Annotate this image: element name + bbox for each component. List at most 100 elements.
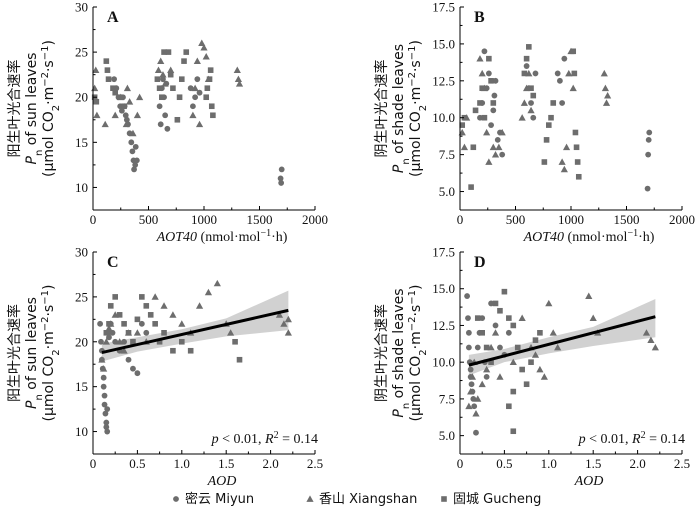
circle-point	[483, 373, 490, 380]
y-tick-label: 25	[75, 45, 88, 60]
triangle-point	[178, 320, 186, 327]
circle-point	[465, 329, 472, 336]
triangle-point	[468, 373, 477, 380]
circle-point	[109, 329, 116, 336]
circle-point	[164, 125, 171, 132]
circle-point	[138, 320, 145, 327]
triangle-point	[92, 66, 100, 74]
square-point	[161, 49, 167, 55]
y-tick-label: 15.0	[432, 281, 455, 296]
triangle-point	[509, 358, 517, 366]
circle-point	[132, 143, 139, 150]
stats-annotation: p < 0.01, R2 = 0.14	[211, 430, 318, 448]
circle-point	[644, 185, 651, 192]
square-point	[154, 76, 161, 82]
square-point	[105, 76, 112, 82]
square-point	[112, 294, 118, 300]
triangle-point	[549, 329, 557, 336]
square-point	[183, 49, 190, 55]
triangle-point	[520, 99, 528, 106]
circle-point	[101, 401, 108, 408]
x-tick-label: 2.5	[674, 456, 690, 471]
legend-label: 固城 Gucheng	[453, 492, 541, 507]
square-point	[116, 94, 123, 101]
square-point	[488, 359, 494, 365]
circle-point	[133, 157, 140, 164]
square-point	[165, 49, 172, 55]
square-point	[506, 315, 512, 321]
circle-point	[523, 63, 530, 69]
y-axis-label-line: Pn of shade leaves	[391, 288, 412, 417]
circle-point	[645, 151, 652, 158]
square-point	[474, 315, 481, 321]
circle-point	[190, 103, 196, 110]
y-axis-label-line: 阳生叶光合速率	[6, 60, 23, 158]
triangle-point	[122, 120, 130, 128]
triangle-point	[467, 387, 475, 395]
circle-point	[530, 114, 537, 121]
circle-point	[132, 161, 139, 168]
triangle-point	[195, 302, 204, 309]
triangle-point	[101, 120, 109, 128]
series-square	[103, 294, 243, 363]
square-point	[472, 107, 479, 114]
legend-label: 密云 Miyun	[185, 491, 254, 507]
triangle-point	[133, 111, 141, 119]
circle-point	[162, 112, 169, 119]
triangle-point	[545, 299, 553, 307]
circle-point	[157, 121, 164, 128]
triangle-point	[116, 338, 124, 345]
circle-point	[130, 365, 136, 372]
circle-point	[477, 114, 483, 121]
triangle-point	[536, 365, 544, 373]
square-point	[541, 159, 548, 165]
triangle-point	[160, 302, 168, 309]
triangle-point	[518, 114, 526, 121]
circle-point	[532, 70, 539, 77]
x-tick-label: 1.5	[218, 456, 234, 471]
x-tick-label: 1.5	[585, 456, 601, 471]
series-triangle	[91, 39, 244, 137]
circle-point	[465, 344, 472, 351]
triangle-point	[191, 84, 199, 92]
square-point	[167, 71, 174, 78]
triangle-point	[198, 39, 206, 46]
confidence-band	[101, 290, 289, 362]
series-square	[474, 288, 543, 435]
circle-point	[97, 320, 104, 327]
square-point	[468, 184, 474, 190]
triangle-point	[105, 324, 113, 332]
circle-point	[491, 92, 498, 99]
y-axis-label-line: Pn of shade leaves	[391, 44, 412, 173]
square-point	[550, 100, 557, 106]
series-circle	[477, 48, 653, 192]
square-point	[103, 58, 110, 64]
square-point	[134, 316, 141, 323]
square-point	[179, 76, 185, 82]
circle-point	[646, 129, 653, 136]
triangle-point	[474, 395, 482, 402]
circle-point	[497, 344, 503, 351]
triangle-point	[491, 151, 500, 158]
circle-point	[192, 94, 199, 101]
circle-point	[118, 107, 125, 114]
triangle-point	[167, 66, 175, 74]
square-point	[130, 338, 136, 345]
x-tick-label: 1.0	[541, 456, 557, 471]
triangle-point	[601, 84, 610, 92]
x-tick-label: 1000	[191, 212, 217, 227]
x-tick-label: 2000	[669, 212, 695, 227]
y-axis-label-line: Pn of sun leaves	[24, 53, 45, 165]
series-circle	[464, 293, 512, 436]
circle-point	[494, 136, 501, 143]
x-tick-label: 0.5	[129, 456, 145, 471]
circle-point	[464, 293, 471, 299]
square-point	[506, 403, 512, 410]
circle-point	[488, 300, 494, 307]
square-point	[147, 312, 154, 318]
circle-point	[160, 76, 166, 83]
circle-point	[156, 103, 163, 110]
square-point	[521, 70, 528, 77]
circle-point	[100, 383, 107, 390]
circle-point	[98, 338, 104, 345]
